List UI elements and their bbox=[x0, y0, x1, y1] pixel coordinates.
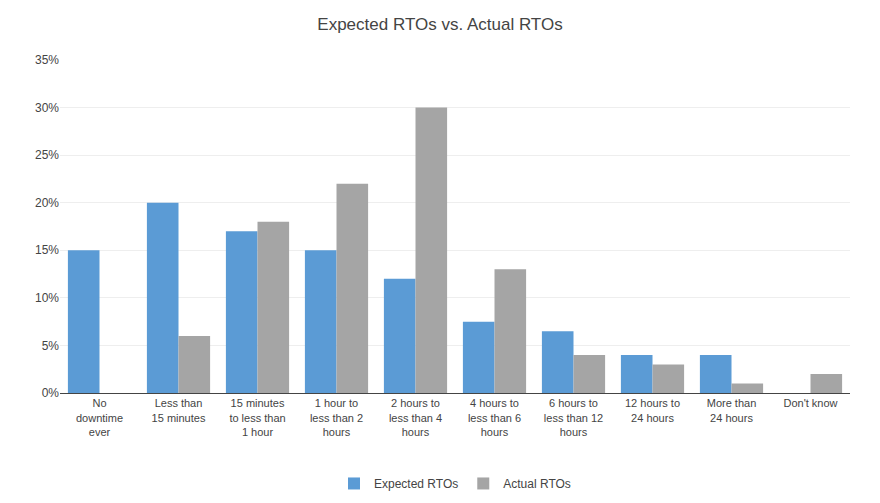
svg-text:6 hours toless than 12hours: 6 hours toless than 12hours bbox=[544, 397, 603, 438]
svg-text:Less than15 minutes: Less than15 minutes bbox=[152, 397, 206, 423]
svg-text:1 hour toless than 2hours: 1 hour toless than 2hours bbox=[310, 397, 363, 438]
svg-text:12 hours to24 hours: 12 hours to24 hours bbox=[625, 397, 680, 423]
svg-text:15 minutesto less than1 hour: 15 minutesto less than1 hour bbox=[229, 397, 285, 438]
svg-text:35%: 35% bbox=[35, 53, 59, 67]
svg-text:More than24 hours: More than24 hours bbox=[707, 397, 757, 423]
svg-text:10%: 10% bbox=[35, 291, 59, 305]
svg-text:30%: 30% bbox=[35, 101, 59, 115]
svg-text:Expected RTOs: Expected RTOs bbox=[374, 477, 458, 491]
svg-text:4 hours toless than 6hours: 4 hours toless than 6hours bbox=[468, 397, 521, 438]
svg-text:0%: 0% bbox=[42, 386, 60, 400]
svg-text:Actual RTOs: Actual RTOs bbox=[503, 477, 571, 491]
svg-text:5%: 5% bbox=[42, 339, 60, 353]
svg-text:20%: 20% bbox=[35, 196, 59, 210]
svg-text:Expected RTOs vs. Actual RTOs: Expected RTOs vs. Actual RTOs bbox=[317, 15, 562, 34]
svg-text:2 hours toless than 4hours: 2 hours toless than 4hours bbox=[389, 397, 442, 438]
svg-text:15%: 15% bbox=[35, 243, 59, 257]
svg-text:Nodowntimeever: Nodowntimeever bbox=[76, 397, 123, 438]
svg-text:25%: 25% bbox=[35, 148, 59, 162]
svg-text:Don't know: Don't know bbox=[783, 397, 837, 409]
